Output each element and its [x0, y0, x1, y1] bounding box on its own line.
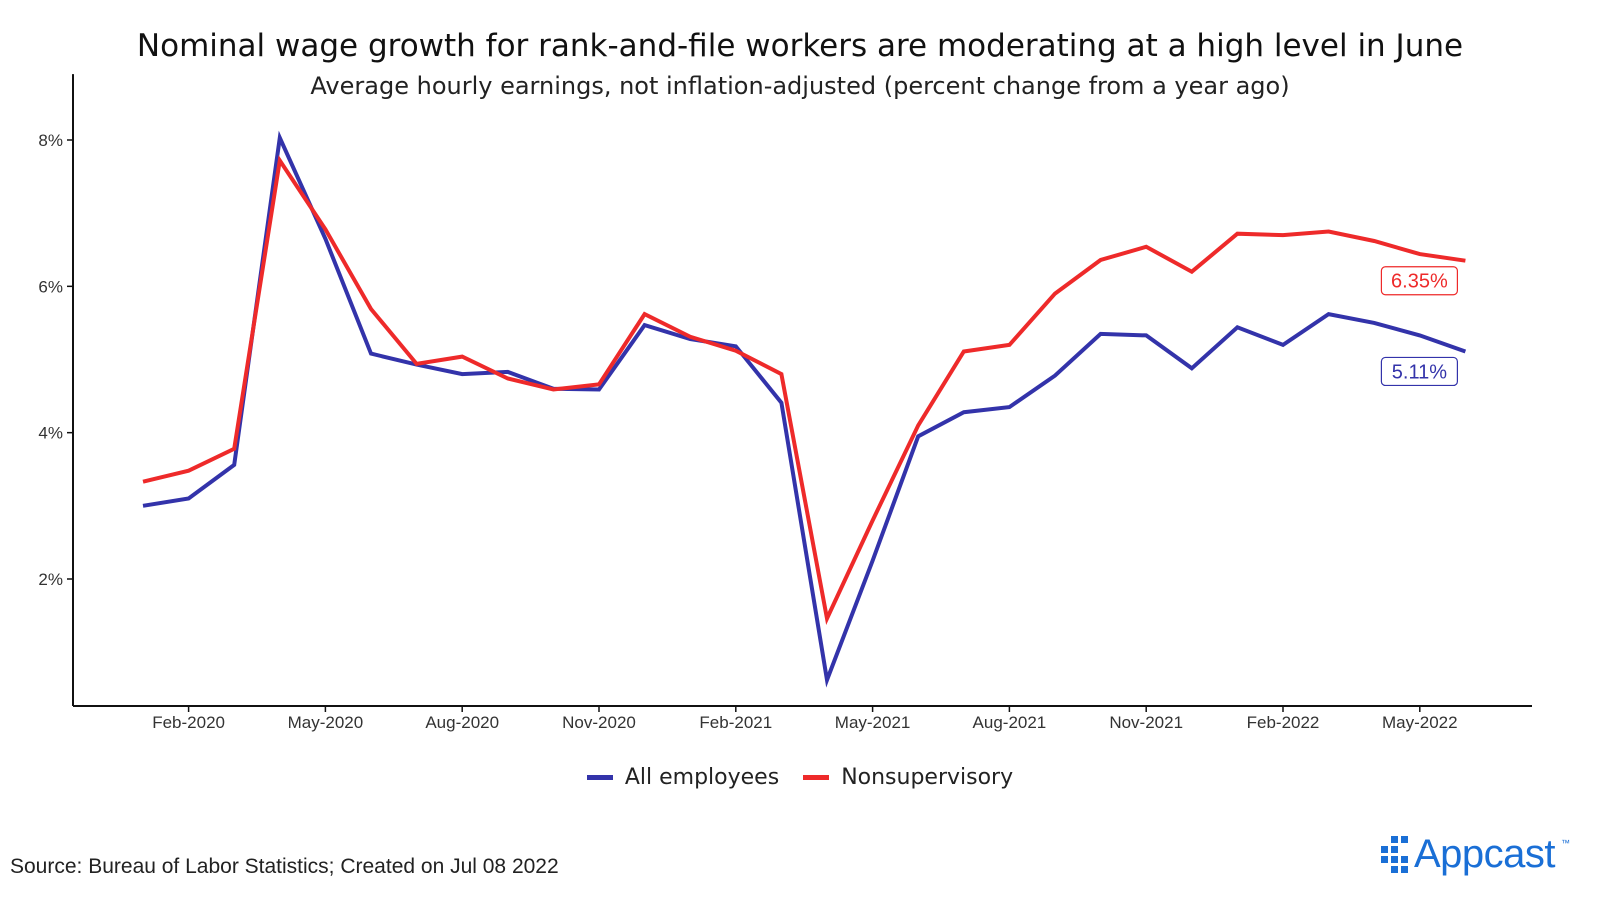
legend-item-nonsupervisory: Nonsupervisory: [803, 765, 1013, 790]
x-tick-label: Aug-2020: [425, 713, 499, 732]
x-tick-label: Feb-2022: [1247, 713, 1320, 732]
x-tick-label: Nov-2020: [562, 713, 636, 732]
chart-title: Nominal wage growth for rank-and-file wo…: [136, 28, 1464, 64]
end-label-text: 6.35%: [1391, 271, 1448, 293]
series-line-all-employees: [142, 130, 1467, 688]
end-label-text: 5.11%: [1392, 361, 1447, 383]
legend-item-all-employees: All employees: [586, 765, 780, 790]
logo-dots-icon: [1380, 836, 1408, 873]
chart-subtitle: Average hourly earnings, not inflation-a…: [310, 72, 1290, 100]
x-tick-label: Aug-2021: [973, 713, 1047, 732]
logo-trademark: ™: [1561, 838, 1570, 848]
x-tick-label: Feb-2020: [152, 713, 225, 732]
legend-swatch-nonsupervisory: [803, 775, 830, 780]
source-note: Source: Bureau of Labor Statistics; Crea…: [10, 855, 559, 878]
x-tick-label: Feb-2021: [699, 713, 772, 732]
series-line-nonsupervisory: [142, 155, 1466, 626]
x-tick-label: May-2022: [1382, 713, 1458, 732]
y-tick-label: 8%: [38, 131, 63, 150]
line-chart: 2% 4% 6% 8% Feb-2020 May-2020 Aug-2020 Nov-2020…: [38, 74, 1532, 732]
chart-axes: 2% 4% 6% 8% Feb-2020 May-2020 Aug-2020 Nov-2020…: [38, 74, 1532, 732]
end-label-box: [1380, 266, 1459, 296]
y-tick-label: 2%: [38, 570, 63, 589]
chart-legend: All employees Nonsupervisory: [0, 765, 1600, 790]
end-labels: 5.11% 6.35%: [1380, 266, 1459, 387]
legend-swatch-all-employees: [586, 775, 613, 780]
x-tick-label: Nov-2021: [1109, 713, 1183, 732]
y-tick-label: 6%: [38, 277, 63, 296]
series-layer: [142, 130, 1467, 688]
end-label-nonsupervisory: 6.35%: [1380, 266, 1459, 296]
logo-text: Appcast: [1413, 832, 1556, 876]
end-label-all-employees: 5.11%: [1380, 356, 1459, 387]
legend-label-nonsupervisory: Nonsupervisory: [841, 765, 1014, 790]
appcast-logo: Appcast ™: [1380, 832, 1570, 877]
y-tick-label: 4%: [38, 424, 63, 443]
x-tick-label: May-2021: [835, 713, 911, 732]
end-label-box: [1380, 356, 1459, 387]
legend-label-all-employees: All employees: [624, 765, 780, 790]
x-tick-label: May-2020: [288, 713, 364, 732]
